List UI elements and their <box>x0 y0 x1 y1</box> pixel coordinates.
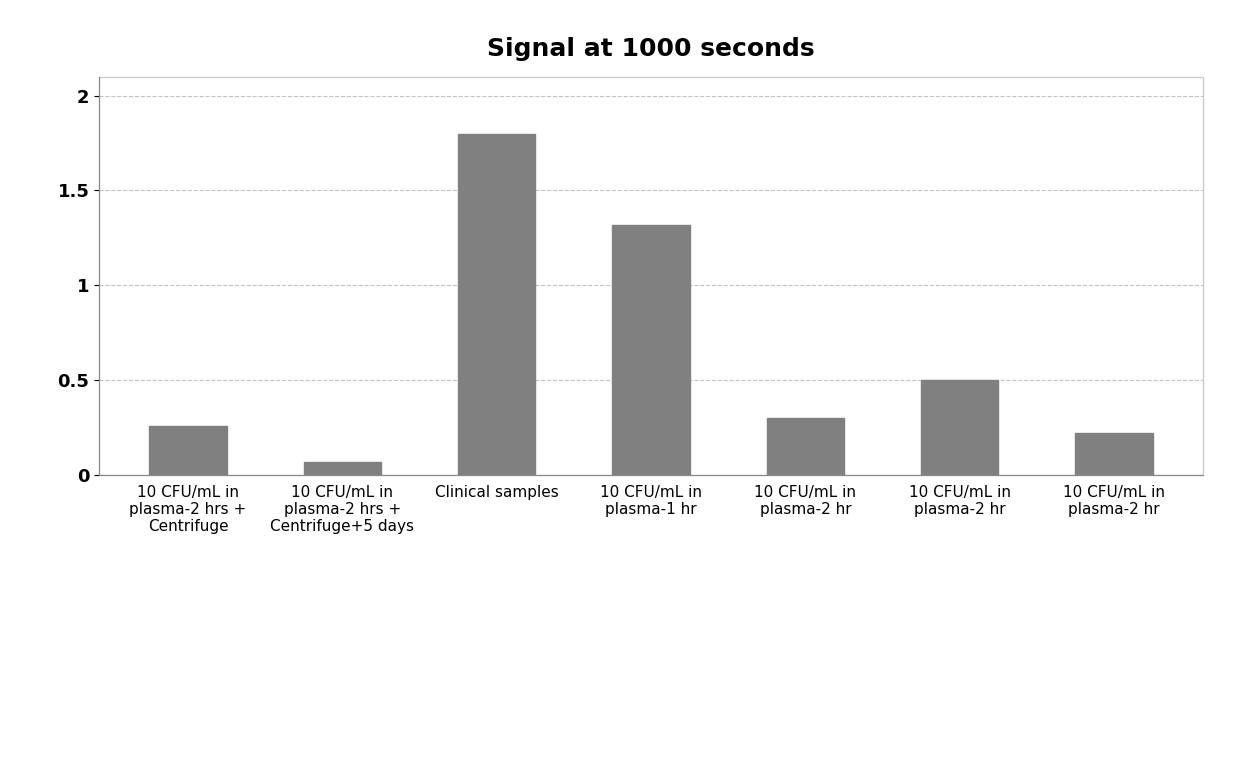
Bar <box>766 418 844 475</box>
Bar <box>149 426 227 475</box>
Bar <box>613 224 689 475</box>
Bar <box>458 133 536 475</box>
Bar <box>304 462 381 475</box>
Title: Signal at 1000 seconds: Signal at 1000 seconds <box>487 37 815 61</box>
Bar <box>921 380 998 475</box>
Bar <box>1075 434 1153 475</box>
